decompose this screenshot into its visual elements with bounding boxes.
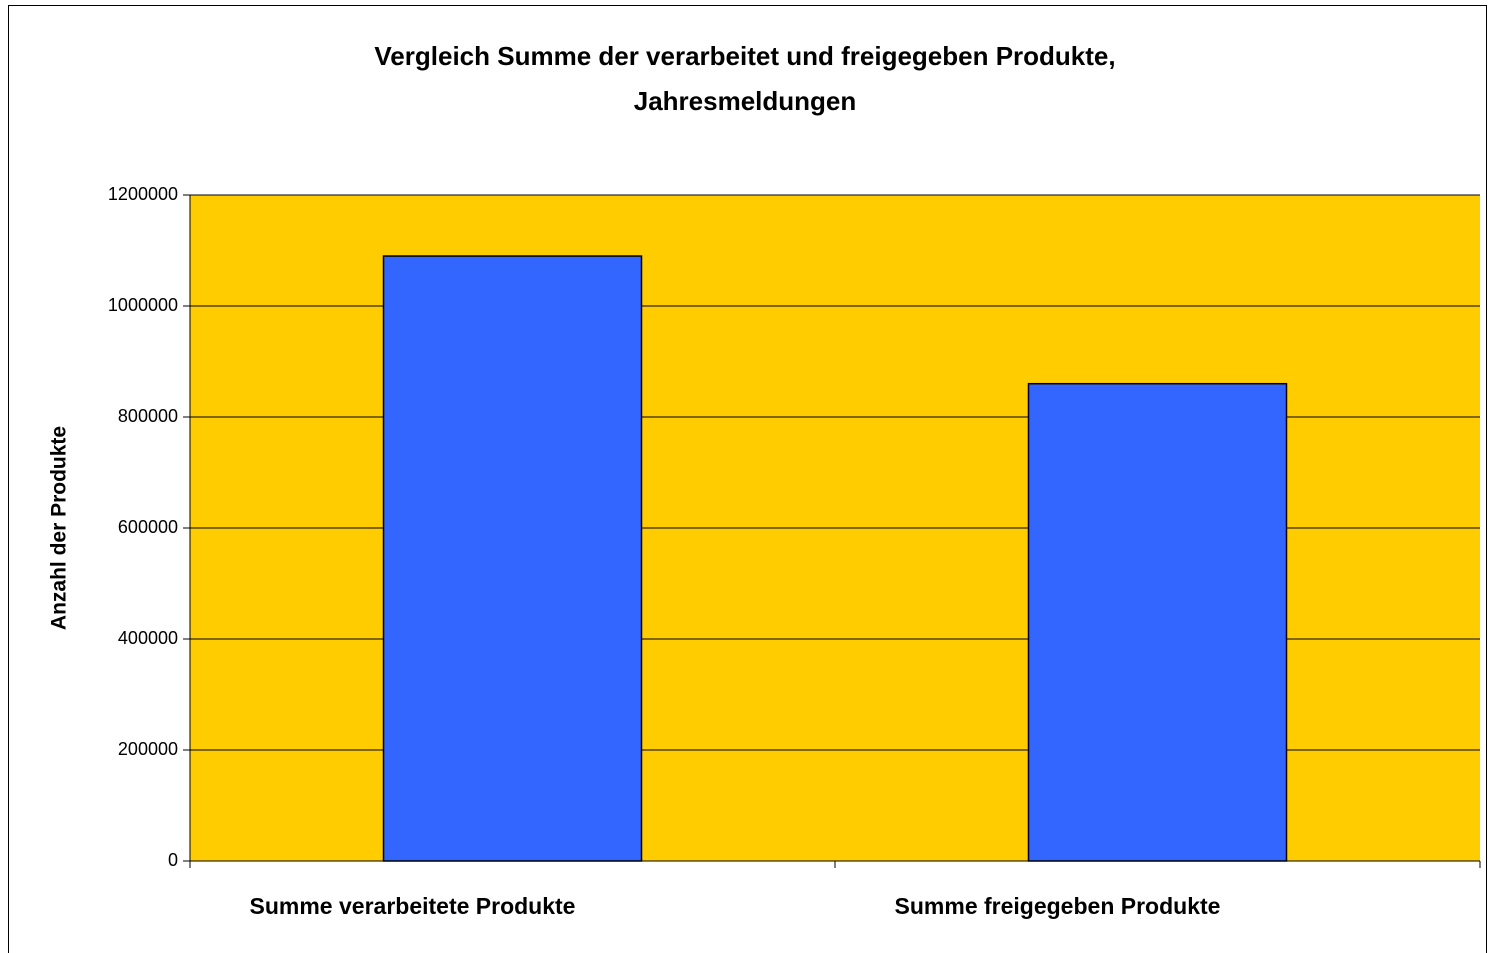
y-tick-label: 800000	[118, 406, 178, 426]
chart-title: Vergleich Summe der verarbeitet und frei…	[374, 41, 1115, 71]
bar	[382, 255, 643, 862]
x-tick-label: Summe verarbeitete Produkte	[250, 893, 576, 919]
y-tick-label: 0	[168, 850, 178, 870]
y-tick-label: 1000000	[108, 295, 178, 315]
x-tick-label: Summe freigegeben Produkte	[895, 893, 1221, 919]
chart-title: Jahresmeldungen	[634, 86, 857, 116]
y-tick-label: 400000	[118, 628, 178, 648]
y-tick-label: 200000	[118, 739, 178, 759]
bar	[1027, 382, 1288, 862]
y-tick-label: 600000	[118, 517, 178, 537]
y-axis-label: Anzahl der Produkte	[48, 426, 71, 630]
y-tick-label: 1200000	[108, 184, 178, 204]
